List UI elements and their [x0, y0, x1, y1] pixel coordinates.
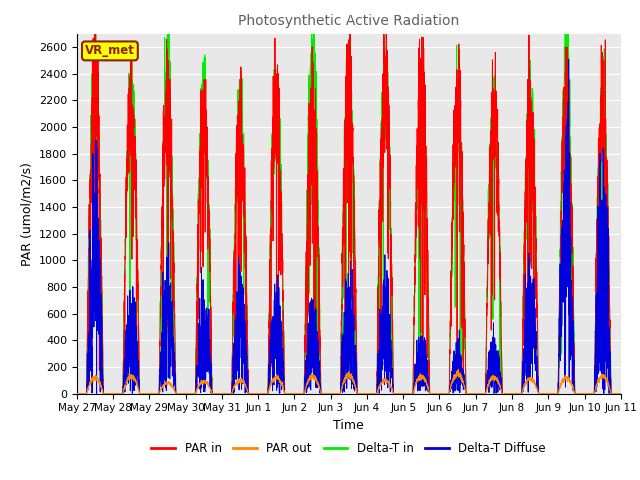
- Text: VR_met: VR_met: [85, 44, 135, 58]
- Y-axis label: PAR (umol/m2/s): PAR (umol/m2/s): [20, 162, 33, 265]
- X-axis label: Time: Time: [333, 419, 364, 432]
- Title: Photosynthetic Active Radiation: Photosynthetic Active Radiation: [238, 14, 460, 28]
- Legend: PAR in, PAR out, Delta-T in, Delta-T Diffuse: PAR in, PAR out, Delta-T in, Delta-T Dif…: [147, 437, 551, 460]
